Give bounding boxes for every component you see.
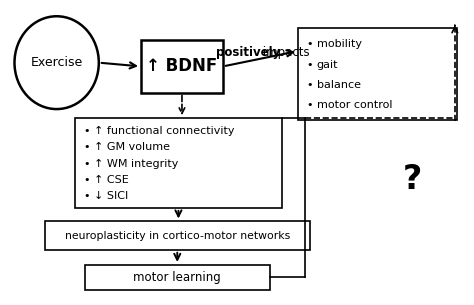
Text: ↑ CSE: ↑ CSE [94,175,129,185]
Text: motor learning: motor learning [133,271,221,284]
Text: ↑ functional connectivity: ↑ functional connectivity [94,126,235,136]
Text: positively: positively [216,46,280,59]
Text: •: • [306,100,313,110]
Text: impacts: impacts [259,46,310,59]
Text: mobility: mobility [317,39,362,49]
FancyBboxPatch shape [85,265,270,290]
Text: •: • [306,60,313,70]
FancyBboxPatch shape [75,118,282,208]
Text: •: • [84,126,91,136]
Text: •: • [84,175,91,185]
FancyBboxPatch shape [45,221,310,250]
Text: Exercise: Exercise [30,56,83,69]
Text: ↑ WM integrity: ↑ WM integrity [94,159,179,169]
Text: •: • [306,80,313,90]
Text: gait: gait [317,60,338,70]
Text: balance: balance [317,80,361,90]
Text: neuroplasticity in cortico-motor networks: neuroplasticity in cortico-motor network… [64,231,290,241]
Text: •: • [306,39,313,49]
Ellipse shape [15,16,99,109]
FancyBboxPatch shape [141,40,223,93]
Text: ↑ BDNF: ↑ BDNF [146,57,218,75]
Text: ?: ? [403,163,422,196]
Text: ↑ GM volume: ↑ GM volume [94,142,170,152]
Text: ↓ SICI: ↓ SICI [94,192,128,202]
Text: •: • [84,192,91,202]
Text: •: • [84,159,91,169]
Text: •: • [84,142,91,152]
FancyBboxPatch shape [298,28,457,120]
Text: motor control: motor control [317,100,392,110]
